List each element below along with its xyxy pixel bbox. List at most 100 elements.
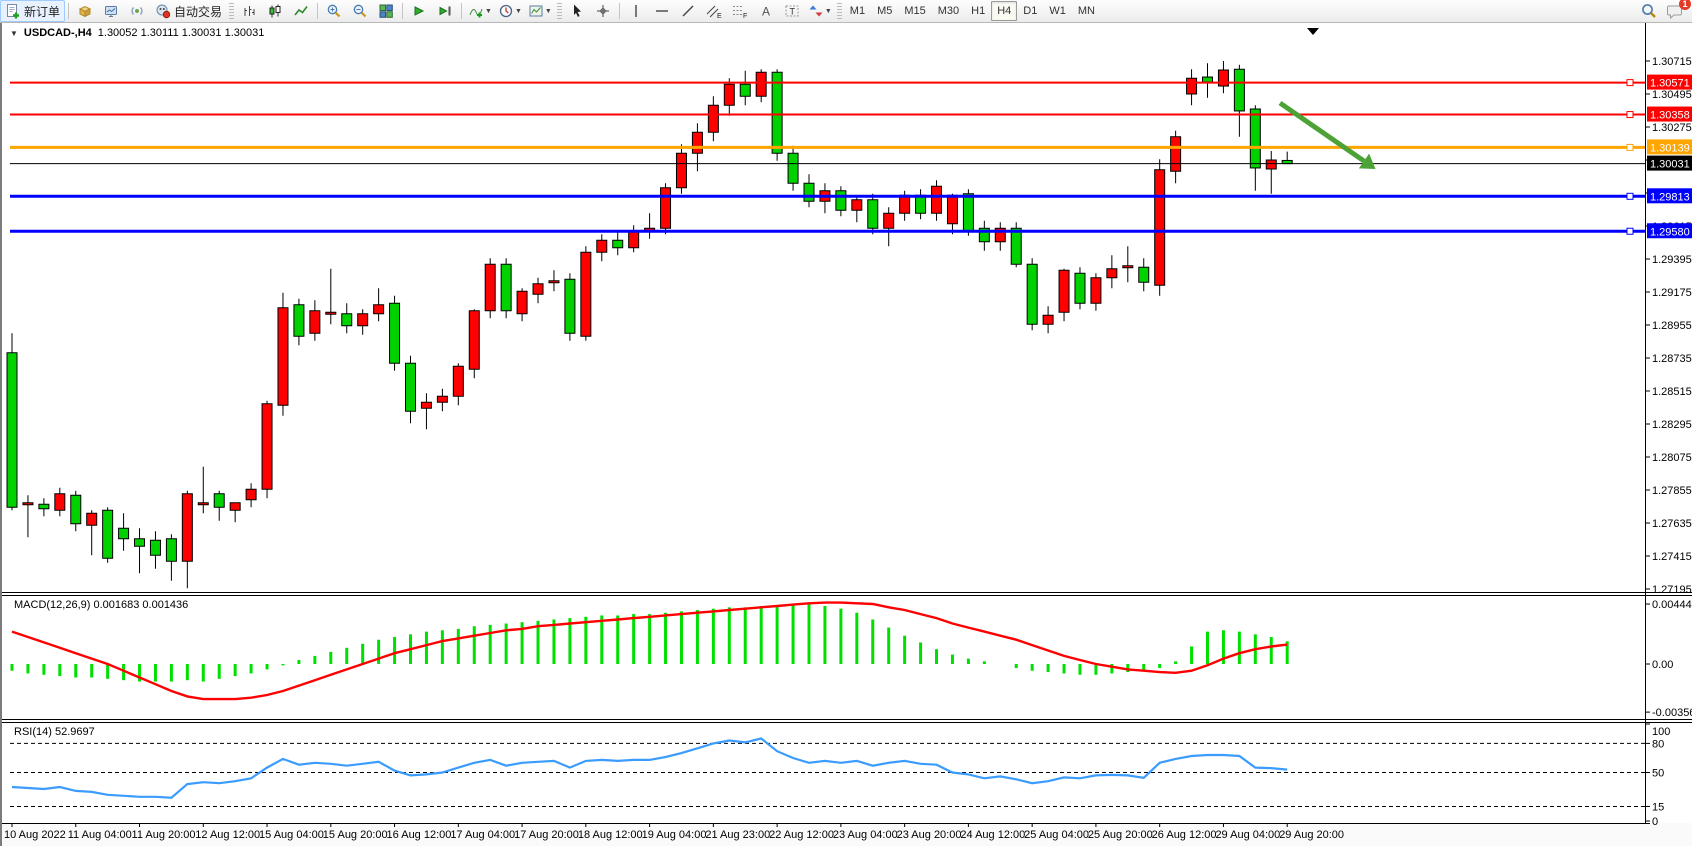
- level-handle: [1626, 192, 1634, 200]
- horizontal-line-icon: [655, 10, 668, 12]
- candle-body: [1217, 69, 1229, 87]
- candle-body: [867, 199, 879, 229]
- market-depth-button[interactable]: [72, 0, 98, 22]
- candle-body: [436, 395, 448, 403]
- candle-body: [70, 494, 82, 525]
- candle-body: [389, 302, 401, 364]
- price-chart[interactable]: 1.307151.304951.302751.300551.298351.296…: [2, 23, 1692, 846]
- candle-body: [1249, 108, 1261, 169]
- candle-body: [181, 493, 193, 562]
- candle-body: [1202, 76, 1213, 83]
- macd-tick-label: -0.003566: [1652, 707, 1692, 719]
- crosshair-button[interactable]: [590, 0, 616, 22]
- zoom-in-button[interactable]: [321, 0, 347, 22]
- timeframe-m30-button[interactable]: M30: [937, 5, 960, 17]
- dropdown-arrow-icon: ▼: [514, 7, 522, 15]
- label-tool-button[interactable]: T: [779, 0, 805, 22]
- candle-body: [835, 190, 847, 211]
- macd-tick-label: 0.004446: [1652, 599, 1692, 611]
- dropdown-arrow-icon: ▼: [544, 7, 552, 15]
- price-badge-label: 1.29580: [1650, 226, 1690, 238]
- price-badge: [1647, 155, 1692, 171]
- new-order-label: 新订单: [24, 4, 61, 19]
- auto-trading-button[interactable]: 自动交易: [150, 0, 227, 22]
- periods-clock-icon: [499, 4, 513, 18]
- timeframe-w1-button[interactable]: W1: [1049, 5, 1066, 17]
- tile-windows-icon: [379, 4, 393, 18]
- candle-body: [787, 152, 799, 184]
- time-tick-label: 22 Aug 12:00: [769, 829, 834, 841]
- time-tick-label: 19 Aug 04:00: [642, 829, 707, 841]
- time-tick-label: 21 Aug 23:00: [705, 829, 770, 841]
- periods-button[interactable]: ▼: [495, 0, 525, 22]
- svg-text:T: T: [789, 7, 795, 17]
- vertical-line-icon: [635, 5, 637, 17]
- line-chart-mode-button[interactable]: [288, 0, 314, 22]
- terminal-button[interactable]: [98, 0, 124, 22]
- cursor-icon: [573, 4, 581, 17]
- rsi-label: RSI(14) 52.9697: [14, 726, 95, 738]
- signals-icon: [131, 7, 143, 15]
- timeframe-mn-button[interactable]: MN: [1077, 5, 1095, 17]
- chat-button[interactable]: 1: [1662, 0, 1691, 22]
- zoom-in-icon: [327, 4, 341, 18]
- candle-body: [118, 527, 130, 540]
- candlestick-mode-button[interactable]: [262, 0, 288, 22]
- price-badge: [1647, 106, 1692, 122]
- vertical-line-button[interactable]: [623, 0, 649, 22]
- cursor-button[interactable]: [564, 0, 590, 22]
- time-tick-label: 25 Aug 20:00: [1088, 829, 1153, 841]
- price-badge-label: 1.30031: [1650, 159, 1690, 171]
- chart-shift-button[interactable]: [432, 0, 458, 22]
- new-order-icon: [7, 4, 19, 19]
- svg-text:F: F: [743, 13, 747, 19]
- price-tick-label: 1.27635: [1652, 518, 1692, 530]
- text-tool-button[interactable]: A: [753, 0, 779, 22]
- level-handle: [1626, 143, 1634, 151]
- timeframe-h1-button[interactable]: H1: [971, 5, 986, 17]
- chart-window: ▼ USDCAD-,H4 1.30052 1.30111 1.30031 1.3…: [0, 23, 1692, 846]
- trendline-button[interactable]: [675, 0, 701, 22]
- timeframe-m1-button[interactable]: M1: [849, 5, 866, 17]
- rsi-tick-label: 100: [1652, 726, 1670, 738]
- timeframe-m5-button[interactable]: M5: [877, 5, 893, 17]
- new-order-button[interactable]: 新订单: [0, 0, 66, 22]
- fibonacci-button[interactable]: F: [727, 0, 753, 22]
- indicators-button[interactable]: ▼: [465, 0, 495, 22]
- horizontal-line-button[interactable]: [649, 0, 675, 22]
- price-badge: [1647, 74, 1692, 90]
- candle-body: [1106, 268, 1118, 279]
- time-tick-label: 15 Aug 20:00: [323, 829, 388, 841]
- candlestick-icon: [269, 4, 281, 18]
- candle-body: [325, 311, 337, 315]
- chart-ohlc-label: 1.30052 1.30111 1.30031 1.30031: [97, 27, 265, 39]
- rsi-tick-label: 0: [1652, 816, 1658, 828]
- shift-marker-icon: [1307, 28, 1319, 35]
- price-tick-label: 1.30275: [1652, 122, 1692, 134]
- templates-button[interactable]: ▼: [525, 0, 555, 22]
- tile-windows-button[interactable]: [373, 0, 399, 22]
- time-tick-label: 17 Aug 20:00: [514, 829, 579, 841]
- price-tick-label: 1.30715: [1652, 56, 1692, 68]
- equidistant-channel-button[interactable]: E: [701, 0, 727, 22]
- price-tick-label: 1.27855: [1652, 485, 1692, 497]
- candle-body: [994, 227, 1006, 243]
- timeframe-d1-button[interactable]: D1: [1023, 5, 1038, 17]
- zoom-out-button[interactable]: [347, 0, 373, 22]
- candle-body: [532, 283, 544, 295]
- candle-body: [86, 512, 98, 526]
- candle-body: [899, 194, 911, 214]
- time-tick-label: 11 Aug 20:00: [132, 829, 196, 841]
- timeframe-m15-button[interactable]: M15: [904, 5, 926, 17]
- candle-body: [22, 502, 34, 506]
- price-tick-label: 1.29395: [1652, 254, 1692, 266]
- search-button[interactable]: [1636, 0, 1662, 22]
- price-badge: [1647, 188, 1692, 204]
- auto-scroll-button[interactable]: [406, 0, 432, 22]
- arrows-tool-button[interactable]: ▼: [805, 0, 835, 22]
- timeframe-h4-button[interactable]: H4: [991, 1, 1018, 21]
- indicators-icon: [469, 8, 483, 18]
- bar-chart-mode-button[interactable]: [236, 0, 262, 22]
- signals-button[interactable]: [124, 0, 150, 22]
- collapse-icon[interactable]: ▼: [10, 28, 18, 38]
